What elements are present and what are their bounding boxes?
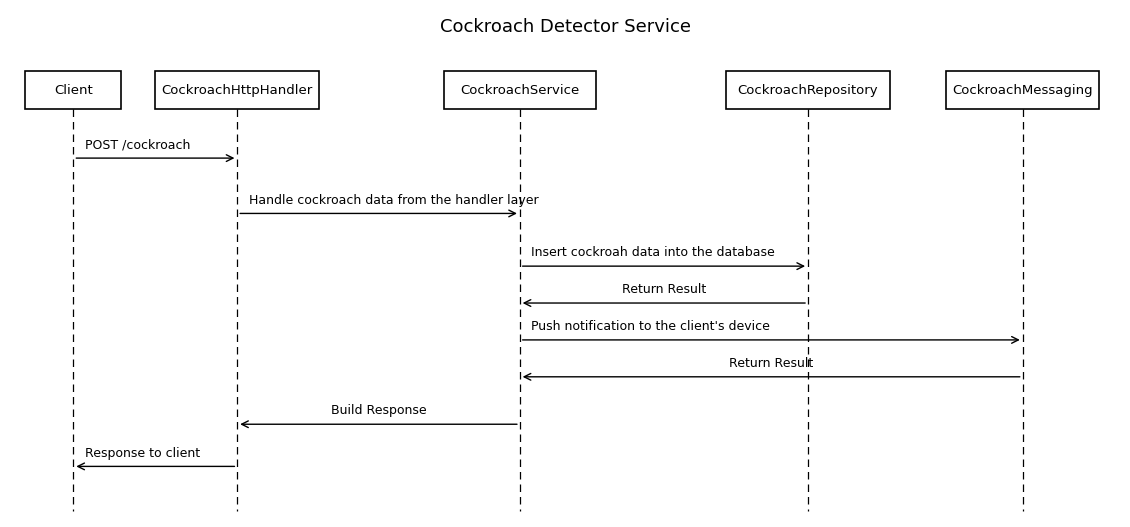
Text: POST /cockroach: POST /cockroach [85, 138, 190, 151]
Text: Build Response: Build Response [331, 404, 426, 417]
Bar [25, 71, 122, 109]
Text: Push notification to the client's device: Push notification to the client's device [531, 320, 770, 333]
Text: Client: Client [54, 84, 93, 96]
Text: Return Result: Return Result [622, 283, 706, 296]
Text: Insert cockroah data into the database: Insert cockroah data into the database [531, 246, 775, 259]
Bar [443, 71, 597, 109]
Text: Handle cockroach data from the handler layer: Handle cockroach data from the handler l… [249, 193, 538, 207]
Text: CockroachMessaging: CockroachMessaging [953, 84, 1093, 96]
Bar [725, 71, 890, 109]
Text: CockroachService: CockroachService [460, 84, 580, 96]
Text: Response to client: Response to client [85, 446, 200, 460]
Text: CockroachRepository: CockroachRepository [738, 84, 878, 96]
Bar [156, 71, 319, 109]
Text: CockroachHttpHandler: CockroachHttpHandler [162, 84, 313, 96]
Text: Return Result: Return Result [729, 357, 814, 370]
Bar [947, 71, 1098, 109]
Text: Cockroach Detector Service: Cockroach Detector Service [440, 18, 690, 36]
